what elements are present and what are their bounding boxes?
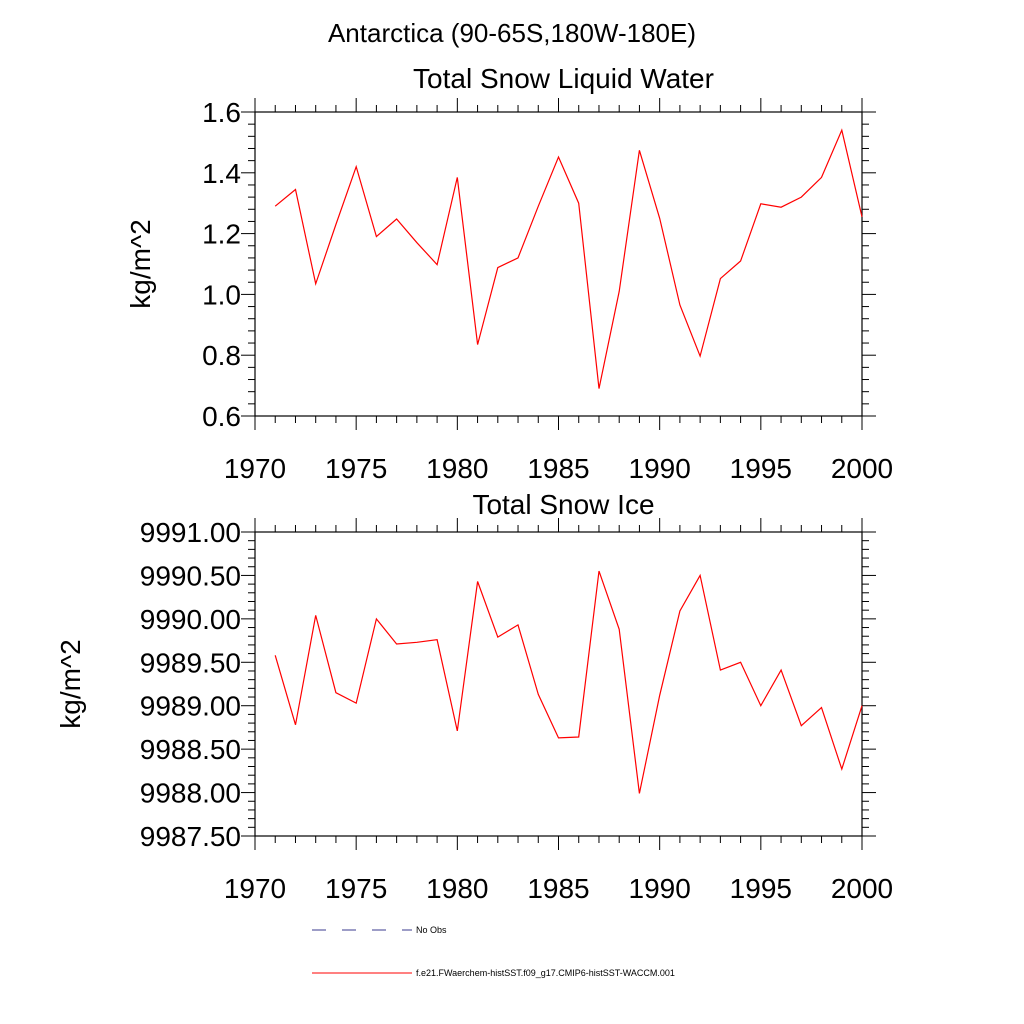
y-tick-label: 0.8 — [202, 340, 241, 371]
y-tick-label: 9987.50 — [140, 821, 241, 852]
legend-label-model-run: f.e21.FWaerchem-histSST.f09_g17.CMIP6-hi… — [416, 968, 675, 978]
y-tick-label: 1.0 — [202, 279, 241, 310]
y-tick-label: 9988.00 — [140, 778, 241, 809]
x-tick-label: 2000 — [831, 873, 893, 904]
x-tick-label: 2000 — [831, 453, 893, 484]
legend: No Obs f.e21.FWaerchem-histSST.f09_g17.C… — [312, 925, 675, 978]
y-tick-label: 9989.50 — [140, 647, 241, 678]
y-tick-label: 9988.50 — [140, 734, 241, 765]
x-tick-label: 1995 — [730, 453, 792, 484]
y-tick-label: 1.2 — [202, 219, 241, 250]
x-tick-label: 1975 — [325, 453, 387, 484]
x-tick-label: 1975 — [325, 873, 387, 904]
x-tick-label: 1980 — [426, 873, 488, 904]
x-tick-label: 1985 — [527, 873, 589, 904]
x-tick-label: 1970 — [224, 873, 286, 904]
y-tick-label: 9991.00 — [140, 517, 241, 548]
x-tick-label: 1985 — [527, 453, 589, 484]
y-tick-label: 9990.50 — [140, 560, 241, 591]
y-tick-label: 1.6 — [202, 97, 241, 128]
chart-title: Total Snow Liquid Water — [413, 63, 714, 94]
page-title: Antarctica (90-65S,180W-180E) — [328, 18, 696, 48]
y-tick-label: 1.4 — [202, 158, 241, 189]
x-tick-label: 1990 — [629, 873, 691, 904]
series-line — [274, 128, 863, 389]
y-axis-label: kg/m^2 — [125, 219, 156, 308]
x-tick-label: 1980 — [426, 453, 488, 484]
series-line — [274, 570, 863, 794]
plot-frame — [254, 531, 863, 837]
y-tick-label: 0.6 — [202, 401, 241, 432]
x-tick-label: 1995 — [730, 873, 792, 904]
x-tick-label: 1990 — [629, 453, 691, 484]
y-tick-label: 9989.00 — [140, 691, 241, 722]
y-tick-label: 9990.00 — [140, 604, 241, 635]
panel-total-snow-ice: Total Snow Ice kg/m^2 9987.50 9988.00 9988.5… — [55, 489, 893, 904]
panel-total-snow-liquid-water: Total Snow Liquid Water kg/m^2 0.6 0.8 1.0 1.… — [125, 63, 893, 484]
y-axis-label: kg/m^2 — [55, 639, 86, 728]
chart-title: Total Snow Ice — [472, 489, 654, 520]
legend-label-no-obs: No Obs — [416, 925, 447, 935]
x-tick-label: 1970 — [224, 453, 286, 484]
